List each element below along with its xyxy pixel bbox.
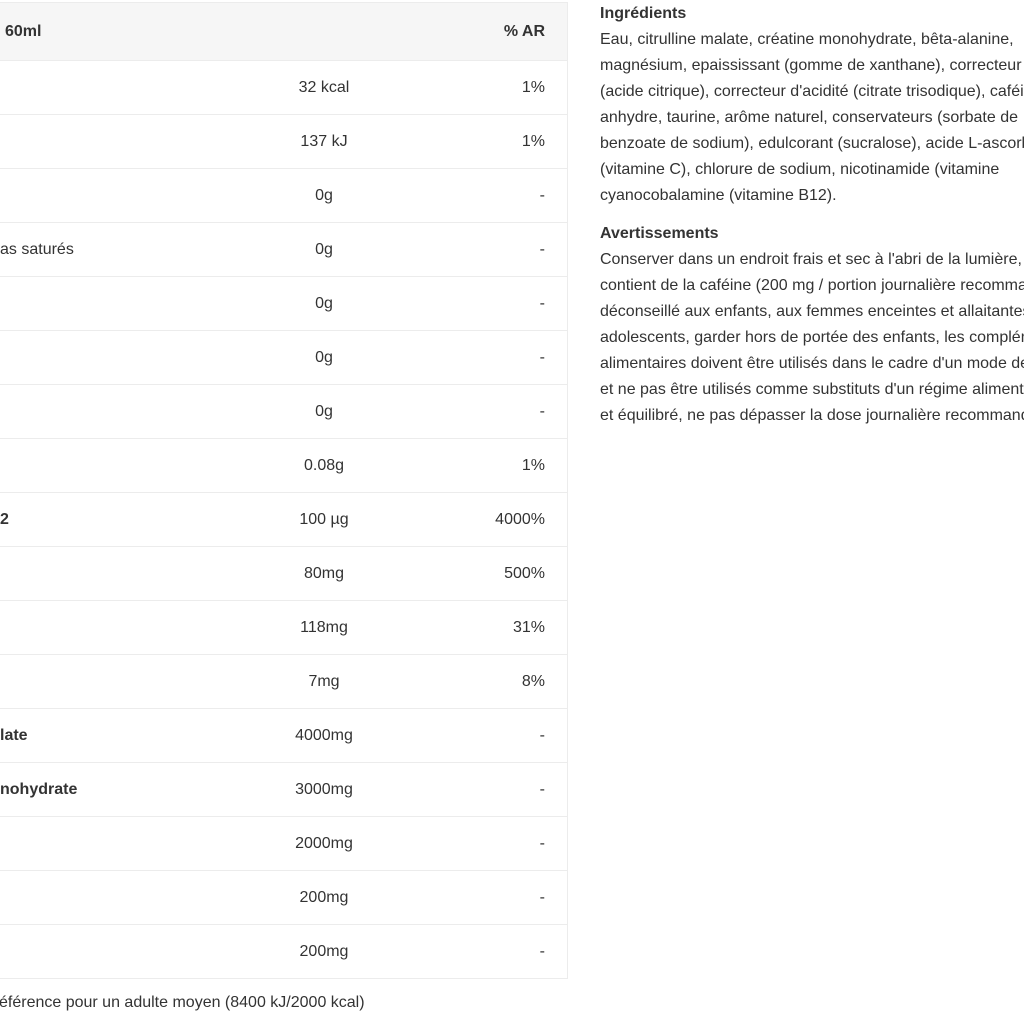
table-header: 60ml % AR xyxy=(0,3,567,61)
table-row: 32 kcal 1% xyxy=(0,61,567,115)
row-value: 200mg xyxy=(299,943,349,960)
row-value: 2000mg xyxy=(295,835,353,852)
ingredients-line: magnésium, epaississant (gomme de xantha… xyxy=(600,57,1022,74)
row-value: 4000mg xyxy=(295,727,353,744)
row-value: 100 µg xyxy=(299,511,349,528)
table-row: 0g - xyxy=(0,385,567,439)
ingredients-title: Ingrédients xyxy=(600,5,687,22)
product-info: Ingrédients Eau, citrulline malate, créa… xyxy=(600,0,1024,429)
row-ar: 31% xyxy=(512,619,545,636)
row-label: late xyxy=(0,727,28,744)
row-ar: 1% xyxy=(521,79,545,96)
table-row: 200mg - xyxy=(0,925,567,979)
row-value: 3000mg xyxy=(295,781,353,798)
row-ar: - xyxy=(539,295,545,312)
row-value: 80mg xyxy=(303,565,345,582)
row-ar: 4000% xyxy=(495,511,545,528)
warnings-line: et ne pas être utilisés comme substituts… xyxy=(600,381,1024,398)
table-row: 0g - xyxy=(0,169,567,223)
warnings-line: contient de la caféine (200 mg / portion… xyxy=(600,277,1024,294)
ingredients-line: (acide citrique), correcteur d'acidité (… xyxy=(600,83,1024,100)
row-label: nohydrate xyxy=(0,781,78,798)
row-ar: - xyxy=(539,727,545,744)
table-row: 0g - xyxy=(0,331,567,385)
row-value: 118mg xyxy=(300,619,348,636)
warnings-title: Avertissements xyxy=(600,225,719,242)
table-row: 137 kJ 1% xyxy=(0,115,567,169)
nutrition-table: 60ml % AR 32 kcal 1% 137 kJ 1% 0g - as saturés… xyxy=(0,2,568,979)
row-value: 137 kJ xyxy=(300,133,348,150)
warnings-line: adolescents, garder hors de portée des e… xyxy=(600,329,1024,346)
table-row: 7mg 8% xyxy=(0,655,567,709)
row-value: 200mg xyxy=(299,889,349,906)
table-row: 118mg 31% xyxy=(0,601,567,655)
row-ar: - xyxy=(539,349,545,366)
header-serving: 60ml xyxy=(5,23,42,40)
table-row: 0g - xyxy=(0,277,567,331)
ingredients-line: benzoate de sodium), edulcorant (sucralo… xyxy=(600,135,1024,152)
footnote: éférence pour un adulte moyen (8400 kJ/2… xyxy=(0,994,365,1011)
row-ar: - xyxy=(539,835,545,852)
row-ar: - xyxy=(539,241,545,258)
row-ar: 1% xyxy=(521,133,545,150)
row-value: 0g xyxy=(315,187,333,204)
row-value: 0g xyxy=(315,349,333,366)
table-row: nohydrate 3000mg - xyxy=(0,763,567,817)
row-label: 2 xyxy=(0,511,9,528)
row-value: 0g xyxy=(315,295,333,312)
table-row: late 4000mg - xyxy=(0,709,567,763)
row-ar: - xyxy=(539,889,545,906)
header-ar: % AR xyxy=(503,23,545,40)
row-ar: - xyxy=(539,943,545,960)
ingredients-line: (vitamine C), chlorure de sodium, nicoti… xyxy=(600,161,1000,178)
row-ar: - xyxy=(539,403,545,420)
row-value: 0g xyxy=(315,403,333,420)
warnings-line: alimentaires doivent être utilisés dans … xyxy=(600,355,1024,372)
warnings-line: déconseillé aux enfants, aux femmes ence… xyxy=(600,303,1024,320)
row-value: 0.08g xyxy=(303,457,345,474)
row-ar: 1% xyxy=(521,457,545,474)
row-label: as saturés xyxy=(0,241,74,258)
table-row: 80mg 500% xyxy=(0,547,567,601)
row-ar: - xyxy=(539,187,545,204)
warnings-line: et équilibré, ne pas dépasser la dose jo… xyxy=(600,407,1024,424)
ingredients-line: Eau, citrulline malate, créatine monohyd… xyxy=(600,31,1014,48)
table-row: 0.08g 1% xyxy=(0,439,567,493)
row-value: 0g xyxy=(315,241,333,258)
ingredients-text: Eau, citrulline malate, créatine monohyd… xyxy=(600,27,1024,209)
warnings-text: Conserver dans un endroit frais et sec à… xyxy=(600,247,1024,429)
row-ar: 500% xyxy=(504,565,545,582)
row-ar: 8% xyxy=(521,673,545,690)
row-value: 7mg xyxy=(308,673,340,690)
table-row: 2 100 µg 4000% xyxy=(0,493,567,547)
warnings-line: Conserver dans un endroit frais et sec à… xyxy=(600,251,1022,268)
ingredients-line: cyanocobalamine (vitamine B12). xyxy=(600,187,837,204)
table-row: 200mg - xyxy=(0,871,567,925)
ingredients-line: anhydre, taurine, arôme naturel, conserv… xyxy=(600,109,1019,126)
row-value: 32 kcal xyxy=(298,79,350,96)
table-row: 2000mg - xyxy=(0,817,567,871)
row-ar: - xyxy=(539,781,545,798)
table-row: as saturés 0g - xyxy=(0,223,567,277)
